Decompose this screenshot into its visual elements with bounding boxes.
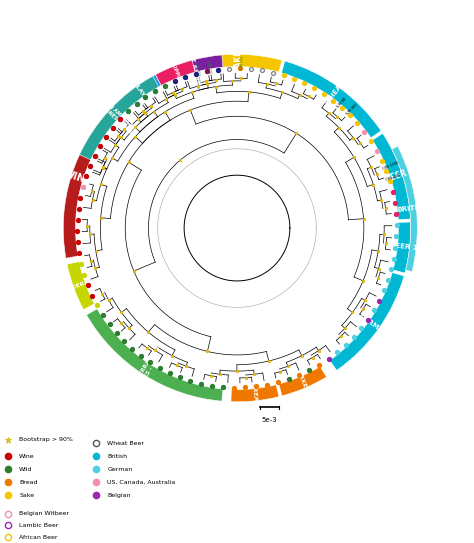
Text: TUM 210: TUM 210	[205, 58, 212, 74]
Text: Belgian: Belgian	[107, 493, 131, 498]
Text: British: British	[107, 453, 128, 459]
Text: African Beer: African Beer	[19, 535, 58, 540]
Text: BEER 2: BEER 2	[67, 279, 92, 292]
Text: CBS 1585: CBS 1585	[382, 161, 399, 171]
Text: WINE: WINE	[62, 168, 92, 187]
Text: BREAD: BREAD	[251, 382, 258, 407]
Text: BEER 1: BEER 1	[390, 243, 418, 251]
Wedge shape	[80, 76, 159, 160]
Wedge shape	[195, 54, 282, 72]
Wedge shape	[67, 262, 94, 310]
Wedge shape	[392, 146, 418, 272]
Wedge shape	[282, 61, 381, 138]
Text: CBS 435: CBS 435	[385, 173, 401, 181]
Wedge shape	[279, 367, 327, 396]
Wedge shape	[231, 385, 279, 402]
Wedge shape	[87, 309, 223, 401]
Text: WEST AFRICA: WEST AFRICA	[185, 42, 202, 90]
Wedge shape	[63, 105, 123, 258]
Text: SAKE: SAKE	[234, 49, 243, 72]
Text: US, Canada, Australia: US, Canada, Australia	[107, 479, 175, 485]
Text: BRITISH: BRITISH	[397, 203, 429, 213]
Text: MEDITERRANEAN
OAKS - MO: MEDITERRANEAN OAKS - MO	[128, 344, 166, 395]
Text: TUM 211: TUM 211	[193, 60, 201, 77]
Text: WHEAT: WHEAT	[325, 79, 346, 105]
Text: Lambic Beer: Lambic Beer	[19, 523, 59, 528]
Text: MIXED: MIXED	[296, 371, 310, 394]
Text: PHILIPPINES: PHILIPPINES	[167, 55, 184, 89]
Text: Bread: Bread	[19, 479, 38, 485]
Text: Belgian Witbeer: Belgian Witbeer	[19, 511, 69, 516]
Wedge shape	[329, 273, 404, 370]
Text: Bootstrap > 90%: Bootstrap > 90%	[19, 437, 73, 443]
Text: Wild: Wild	[19, 466, 33, 472]
Text: TUM 6B: TUM 6B	[336, 97, 348, 109]
Text: Wheat Beer: Wheat Beer	[107, 440, 144, 446]
Wedge shape	[155, 60, 195, 85]
Text: TUM 360: TUM 360	[345, 103, 358, 117]
Text: NORTH AMERICAN
& JAPANESE OAKS: NORTH AMERICAN & JAPANESE OAKS	[92, 93, 137, 135]
Text: Sake: Sake	[19, 493, 35, 498]
Wedge shape	[393, 222, 411, 273]
Text: German: German	[107, 466, 132, 472]
Wedge shape	[373, 134, 410, 219]
Text: GERMAN: GERMAN	[358, 313, 389, 338]
Text: MALAYSIA: MALAYSIA	[127, 75, 152, 108]
Text: TUM 105: TUM 105	[240, 56, 245, 72]
Text: Wine: Wine	[19, 453, 35, 459]
Text: 5e-3: 5e-3	[261, 417, 277, 423]
Wedge shape	[118, 74, 161, 110]
Wedge shape	[164, 55, 223, 81]
Text: BEER: BEER	[384, 168, 408, 184]
